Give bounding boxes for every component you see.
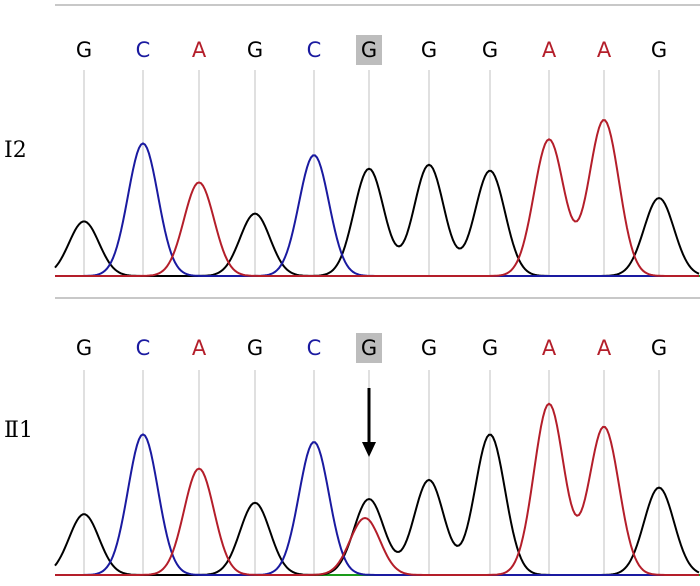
base-call: A (542, 336, 557, 360)
base-call: G (247, 336, 263, 360)
base-call: G (361, 336, 377, 360)
base-call: G (361, 38, 377, 62)
base-call: G (76, 38, 92, 62)
base-call: G (482, 38, 498, 62)
base-call: G (421, 38, 437, 62)
highlight-box (356, 333, 382, 363)
trace-G (54, 163, 700, 277)
sample-label-i2: Ⅰ2 (4, 138, 27, 163)
base-call: G (421, 336, 437, 360)
base-call: A (597, 38, 612, 62)
base-call: G (76, 336, 92, 360)
base-call: A (597, 336, 612, 360)
base-call: A (542, 38, 557, 62)
base-call: G (247, 38, 263, 62)
base-call: A (192, 336, 207, 360)
trace-A (55, 119, 699, 277)
trace-C (55, 142, 699, 277)
base-call: G (651, 38, 667, 62)
base-call: C (307, 336, 322, 360)
base-call: C (136, 38, 151, 62)
trace-A (55, 402, 699, 576)
base-call: A (192, 38, 207, 62)
base-call: C (307, 38, 322, 62)
mutation-arrow-head (362, 442, 376, 457)
sample-label-ii1: Ⅱ1 (4, 418, 33, 443)
base-call: C (136, 336, 151, 360)
highlight-box (356, 35, 382, 65)
base-call: G (482, 336, 498, 360)
trace-C (55, 433, 699, 576)
base-call: G (651, 336, 667, 360)
